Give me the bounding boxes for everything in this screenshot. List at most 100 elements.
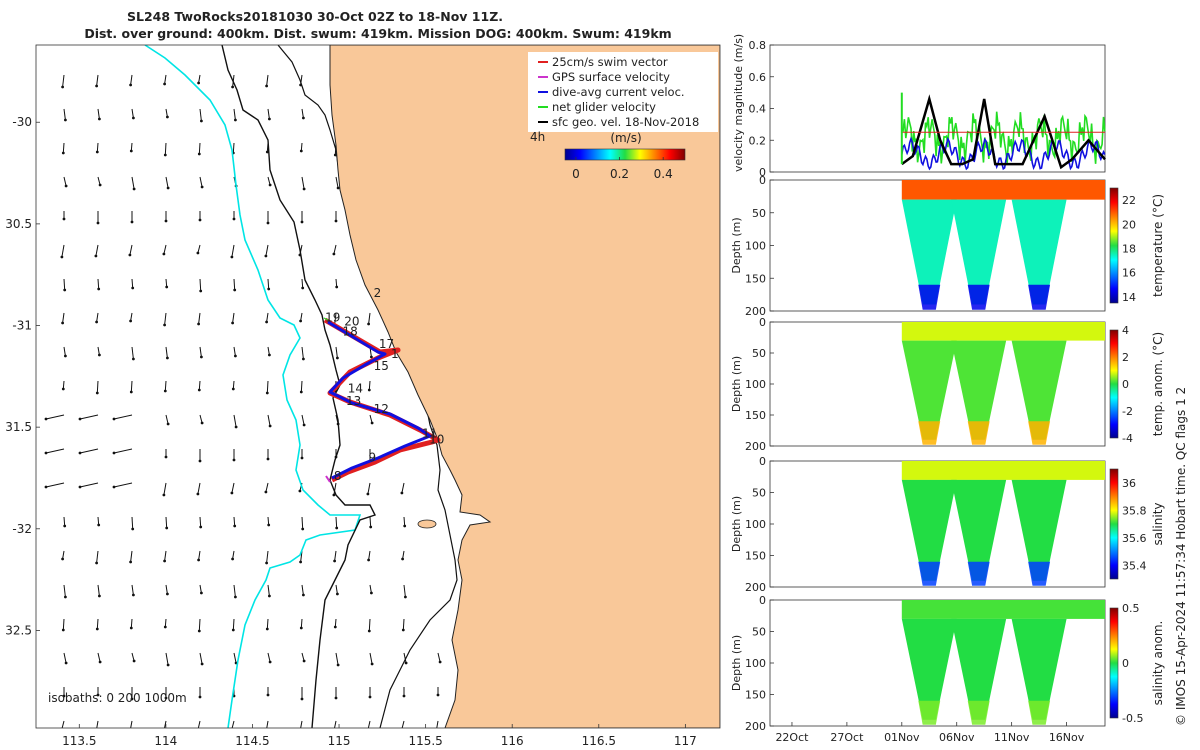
current-arrow-head [367,629,371,633]
profile-surface-band [901,461,1105,480]
current-arrow-head [165,526,169,530]
current-arrow [368,550,371,561]
current-arrow [403,652,407,664]
current-arrow-head [162,252,166,256]
current-arrow [63,108,66,121]
isobaths-label: isobaths: 0 200 1000m [48,691,187,705]
current-arrow-head [265,627,269,631]
current-arrow [267,108,270,120]
current-arrow-head [268,660,272,664]
time-tick-label: 27Oct [830,731,864,744]
map-colorbar-tick-label: 0 [572,167,580,181]
current-arrow-head [301,527,305,531]
current-arrow-head [64,595,67,599]
current-arrow-head [299,560,302,564]
current-arrow-head [200,355,203,359]
current-arrow-head [370,591,373,595]
track-current-vectors [327,320,432,480]
profile-panel-temperature: 0 50 100 150 200 Depth (m) 22 20 18 16 14 temperatu… [730,174,1165,318]
current-arrow-head [129,731,132,734]
time-axis: 22Oct 27Oct 01Nov 06Nov 11Nov 16Nov [775,722,1085,744]
current-arrow-head [370,662,374,666]
current-arrow [231,482,235,494]
current-arrow-head [166,115,169,119]
current-arrow-head [302,187,306,191]
track-waypoint-label: 20 [344,315,359,329]
current-arrow-head [61,557,64,561]
profile-dive-tip [918,700,941,725]
current-arrow [63,346,66,357]
map-land [329,45,720,728]
current-arrow-head [165,285,169,289]
current-arrow-head [162,493,166,497]
profile-colorbar-tick: 0 [1122,657,1129,670]
current-arrow [233,108,236,121]
current-arrow [199,108,202,122]
current-arrow [79,414,99,420]
current-arrow [199,176,203,188]
profile-ytick-label: 0 [759,174,766,187]
current-arrow [131,516,134,530]
current-arrow [301,176,305,190]
current-arrow-head [166,663,170,667]
profile-dive-tip [1028,561,1051,586]
current-arrow [61,244,65,258]
current-arrow [300,380,303,393]
current-arrow-head [230,255,234,259]
track-waypoint-label: 17 [379,337,394,351]
current-arrow [233,346,236,357]
current-arrow [233,516,236,527]
current-arrow-head [61,628,65,632]
current-arrow-head [62,694,66,698]
current-arrow-head [299,731,302,734]
colorbar-label: (m/s) [610,131,641,145]
current-arrow-head [334,696,338,700]
current-arrow [300,720,303,728]
current-arrow-head [197,81,201,85]
current-arrow-head [198,695,202,699]
profile-ytick-label: 50 [752,347,766,360]
current-arrow-head [231,387,235,391]
current-arrow-head [132,357,135,361]
current-arrow [368,312,371,325]
current-arrow-head [264,254,268,258]
current-arrow-head [266,221,270,225]
profile-colorbar-tick: -0.5 [1122,712,1143,725]
current-arrow-head [61,387,65,391]
current-arrow [164,74,167,85]
current-arrow-head [196,251,200,255]
current-arrow [165,176,169,189]
track-waypoint-label: 18 [343,325,358,339]
current-arrow [198,312,201,325]
current-arrow [232,312,235,324]
current-arrow [267,414,271,427]
current-arrow-head [336,663,340,667]
track-waypoint-label: 19 [325,310,340,324]
current-arrow [333,244,337,255]
current-arrow [367,720,371,728]
track-waypoint-label: 10 [429,432,444,446]
glider-track [323,317,441,483]
current-arrow [334,720,337,728]
current-arrow [131,176,135,190]
current-arrow [131,108,134,119]
isobath-200m [144,45,362,728]
current-arrow-head [265,561,268,565]
current-arrow-head [336,592,339,596]
map-xtick-label: 114 [154,734,177,748]
profile-dive [901,340,957,440]
time-series-panels: 0 0.2 0.4 0.6 0.8 velocity magnitude (m/s) 0 50… [730,34,1165,744]
current-arrow [62,74,65,88]
current-arrow [335,652,339,666]
current-arrow [333,482,337,496]
current-arrow-head [132,593,135,597]
current-arrow-head [64,184,68,188]
map-xtick-label: 117 [674,734,697,748]
map-ytick-label: -32 [12,522,32,536]
current-arrow [266,720,269,728]
time-tick-label: 01Nov [884,731,920,744]
current-arrow [198,618,201,632]
current-arrow [335,516,338,529]
current-arrow [164,142,167,156]
current-arrow-head [336,356,339,360]
